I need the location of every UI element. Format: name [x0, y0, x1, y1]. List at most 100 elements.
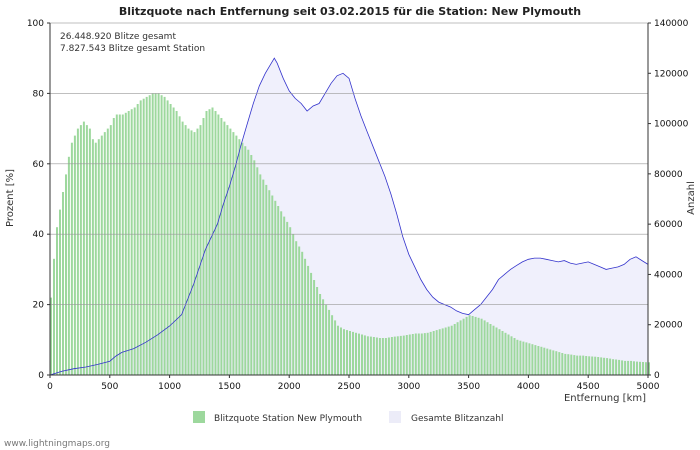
- x-tick-label: 1500: [218, 382, 241, 392]
- quote-bar: [363, 335, 366, 375]
- quote-bar: [435, 330, 438, 375]
- quote-bar: [615, 359, 618, 375]
- quote-bar: [540, 346, 543, 375]
- quote-bar: [181, 121, 184, 375]
- quote-bar: [516, 339, 519, 375]
- y-left-tick-label: 0: [38, 371, 44, 381]
- quote-bar: [220, 118, 223, 375]
- quote-bar: [241, 142, 244, 375]
- quote-bar: [262, 179, 265, 375]
- quote-bar: [420, 333, 423, 375]
- quote-bar: [513, 338, 516, 375]
- quote-bar: [322, 299, 325, 375]
- quote-bar: [648, 362, 650, 375]
- quote-bar: [133, 107, 136, 375]
- quote-bar: [346, 330, 348, 375]
- quote-bar: [474, 316, 477, 375]
- quote-bar: [450, 325, 453, 375]
- quote-bar: [316, 287, 319, 375]
- quote-bar: [271, 195, 274, 375]
- y-left-tick-label: 20: [33, 301, 45, 311]
- quote-bar: [106, 128, 109, 375]
- y-left-tick-label: 60: [33, 160, 45, 170]
- x-tick-label: 5000: [637, 382, 660, 392]
- quote-bar: [67, 156, 70, 375]
- x-tick-label: 2500: [338, 382, 361, 392]
- quote-bar: [588, 356, 591, 375]
- quote-bar: [238, 139, 241, 375]
- x-tick-label: 0: [47, 382, 53, 392]
- quote-bar: [459, 320, 462, 375]
- quote-bar: [372, 337, 375, 375]
- quote-bar: [546, 348, 549, 375]
- quote-bar: [429, 331, 432, 375]
- quote-bar: [381, 338, 384, 375]
- quote-bar: [624, 360, 627, 375]
- quote-bar: [483, 320, 486, 375]
- y-right-tick-label: 40000: [654, 270, 683, 280]
- quote-bar: [130, 109, 133, 375]
- quote-bar: [187, 128, 190, 375]
- quote-bar: [402, 335, 405, 375]
- quote-bar: [205, 111, 208, 375]
- quote-bar: [558, 352, 561, 375]
- quote-bar: [214, 111, 217, 375]
- quote-bar: [184, 125, 187, 375]
- quote-bar: [328, 309, 331, 375]
- quote-bar: [408, 334, 411, 375]
- quote-bar: [495, 327, 498, 375]
- quote-bar: [190, 130, 193, 375]
- quote-bar: [65, 174, 67, 375]
- series-total-line: [49, 57, 649, 376]
- x-axis-title: Entfernung [km]: [564, 393, 646, 404]
- quote-bar: [59, 209, 61, 375]
- x-tick-label: 2000: [278, 382, 301, 392]
- quote-bar: [265, 184, 268, 375]
- quote-bar: [579, 355, 582, 375]
- quote-bar: [289, 227, 292, 375]
- quote-bar: [411, 334, 414, 375]
- x-tick-label: 4500: [577, 382, 600, 392]
- quote-bar: [438, 329, 441, 375]
- quote-bar: [456, 322, 459, 375]
- quote-bar: [384, 338, 387, 375]
- x-tick-label: 3500: [457, 382, 480, 392]
- quote-bar: [597, 357, 600, 375]
- quote-bar: [504, 332, 507, 375]
- quote-bar: [561, 353, 564, 375]
- footer-credit: www.lightningmaps.org: [4, 439, 110, 449]
- quote-bar: [489, 324, 492, 375]
- quote-bar: [199, 125, 202, 375]
- quote-bar: [310, 272, 313, 375]
- quote-bar: [498, 329, 501, 375]
- quote-bar: [247, 149, 250, 375]
- quote-bar: [537, 346, 540, 375]
- y-left-tick-label: 100: [27, 19, 44, 29]
- quote-bar: [145, 96, 148, 376]
- legend-label-total: Gesamte Blitzanzahl: [411, 414, 504, 424]
- x-tick-label: 500: [101, 382, 118, 392]
- quote-bar: [570, 354, 573, 375]
- quote-bar: [358, 333, 360, 375]
- quote-bar: [208, 109, 211, 375]
- quote-bar: [369, 336, 372, 375]
- quote-bar: [525, 342, 528, 375]
- quote-bar: [163, 96, 166, 376]
- quote-bar: [441, 328, 444, 375]
- quote-bar: [534, 345, 537, 375]
- quote-bar: [50, 297, 52, 375]
- quote-bar: [477, 317, 480, 375]
- quote-bar: [507, 334, 510, 375]
- quote-bar: [103, 132, 106, 375]
- quote-bar: [378, 338, 381, 375]
- quote-bar: [621, 360, 624, 375]
- quote-bar: [453, 324, 456, 375]
- quote-bar: [286, 221, 289, 375]
- quote-bar: [471, 316, 474, 375]
- series-quote-bars: [50, 93, 650, 376]
- annotation-station: 7.827.543 Blitze gesamt Station: [60, 44, 205, 54]
- y-left-tick-label: 80: [33, 89, 45, 99]
- quote-bar: [91, 139, 94, 375]
- quote-bar: [295, 241, 298, 375]
- quote-bar: [486, 322, 489, 375]
